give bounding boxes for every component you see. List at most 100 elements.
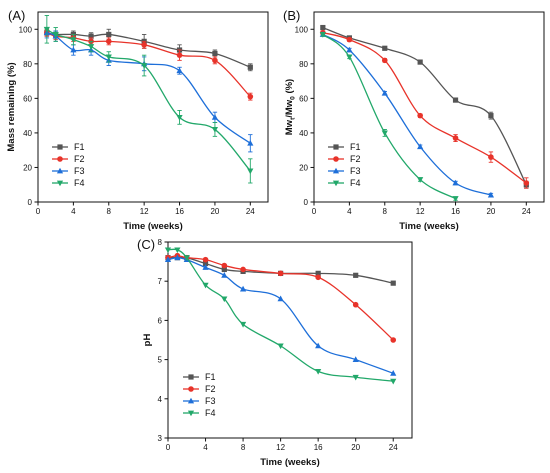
panel-a-series-f3-point bbox=[211, 114, 219, 120]
panel-b-series-f4-point bbox=[381, 130, 388, 137]
panel-a-legend-f3-label: F3 bbox=[74, 166, 85, 176]
panel-b-series-f1-point bbox=[417, 59, 423, 65]
panel-b-legend-f3-label: F3 bbox=[350, 166, 361, 176]
panel-b: (B) 0 4 8 12 16 20 24 0 20 40 60 80 100 F1 F2 F3 F4 Tim… bbox=[283, 8, 545, 232]
panel-c-ytick-label: 3 bbox=[158, 434, 163, 443]
panel-b-series-f3-point bbox=[346, 46, 353, 53]
panel-c-frame bbox=[167, 241, 413, 439]
panel-c-legend-f4-marker bbox=[187, 410, 195, 417]
panel-c-xtick-label: 12 bbox=[276, 443, 285, 452]
panel-c-series-f4-point bbox=[277, 343, 284, 350]
panel-b-series-f1-point bbox=[452, 97, 459, 103]
panel-b-frame bbox=[313, 11, 545, 203]
panel-c-series-f3-point bbox=[390, 370, 397, 376]
panel-c: (C) 0 4 8 12 16 20 24 3 4 5 6 7 8 F1 F2 F3 F4 Time (wee… bbox=[137, 237, 413, 468]
panel-b-xtick-label: 8 bbox=[383, 207, 388, 216]
panel-a-ytick-label: 80 bbox=[23, 60, 32, 69]
panel-c-series-f2-point bbox=[277, 270, 284, 277]
panel-a-xtick-label: 24 bbox=[246, 207, 255, 216]
panel-b-ytick-label: 100 bbox=[295, 25, 309, 34]
panel-b-series-f3-point bbox=[487, 191, 495, 198]
panel-a-series-f4-point bbox=[70, 37, 77, 43]
panel-b-legend-f3-marker bbox=[332, 167, 340, 174]
panel-a-series-f2-point bbox=[105, 38, 112, 45]
panel-a-series-f2-point bbox=[247, 93, 254, 100]
panel-a-series-f1-point bbox=[106, 31, 112, 38]
panel-a-xlabel: Time (weeks) bbox=[123, 221, 183, 232]
panel-b-label: (B) bbox=[283, 8, 300, 23]
panel-c-series-f4-point bbox=[221, 296, 228, 303]
panel-c-legend-f3-label: F3 bbox=[205, 396, 216, 406]
panel-c-xlabel: Time (weeks) bbox=[260, 457, 320, 468]
panel-c-xtick-label: 20 bbox=[351, 443, 360, 452]
panel-a-series-f1-point bbox=[247, 64, 253, 70]
panel-c-series-f3-point bbox=[174, 254, 181, 261]
panel-a-label: (A) bbox=[8, 8, 25, 23]
panel-a-series-f3-point bbox=[70, 46, 77, 53]
panel-b-legend-f1-label: F1 bbox=[350, 142, 361, 152]
panel-a-xtick-label: 16 bbox=[175, 207, 184, 216]
panel-c-legend-f1-marker bbox=[188, 374, 194, 380]
panel-c-series-f4-line bbox=[167, 248, 394, 382]
panel-c-series-f4-point bbox=[239, 321, 247, 328]
panel-c-series-f4-point bbox=[352, 374, 359, 381]
panel-c-series-f3-point bbox=[352, 356, 359, 362]
panel-b-xtick-label: 20 bbox=[486, 207, 495, 216]
panel-a-series-f2-point bbox=[212, 57, 218, 64]
panel-b-legend-f1-marker bbox=[333, 144, 339, 150]
panel-c-series-f4-point bbox=[174, 247, 181, 254]
panel-b-series-f3-point bbox=[452, 179, 459, 186]
panel-c-series-f1-point bbox=[353, 272, 359, 278]
panel-b-ytick-label: 80 bbox=[299, 60, 308, 69]
panel-c-series-f3-line bbox=[167, 257, 394, 374]
panel-b-series-f1-point bbox=[382, 45, 388, 51]
panel-b-ylabel-end: (%) bbox=[284, 79, 295, 96]
panel-b-series-f3-point bbox=[417, 143, 424, 150]
panel-c-legend-f4-label: F4 bbox=[205, 408, 216, 418]
panel-c-series-f3-point bbox=[239, 285, 247, 292]
panel-b-series-f4-point bbox=[346, 54, 353, 61]
panel-c-series-f1-point bbox=[315, 270, 321, 276]
panel-b-ylabel-main: Mw bbox=[284, 119, 295, 135]
panel-a-series-f3-point bbox=[176, 67, 183, 74]
panel-c-ytick-label: 4 bbox=[158, 395, 163, 404]
panel-a-legend-f1-label: F1 bbox=[74, 142, 85, 152]
panel-b-series-f2-point bbox=[452, 135, 459, 141]
panel-c-series-f4-point bbox=[202, 282, 209, 289]
panel-a-xtick-label: 12 bbox=[140, 207, 149, 216]
panel-c-ytick-label: 5 bbox=[158, 356, 163, 365]
panel-c-legend-f3-marker bbox=[187, 397, 195, 404]
panel-b-xtick-label: 0 bbox=[312, 207, 317, 216]
panel-c-series-f1-point bbox=[202, 260, 209, 267]
panel-b-ytick-label: 40 bbox=[299, 129, 308, 138]
panel-a-series-f3-line bbox=[46, 32, 251, 144]
panel-c-series-f2-point bbox=[202, 256, 209, 263]
panel-a-series-f1-point bbox=[212, 50, 218, 57]
panel-a-ytick-label: 0 bbox=[28, 198, 33, 207]
panel-a-frame bbox=[37, 11, 269, 203]
panel-c-series-f2-point bbox=[240, 266, 246, 273]
panel-b-series-f1-point bbox=[488, 113, 494, 119]
panel-b-ylabel-sub-t: t bbox=[290, 117, 297, 120]
panel-c-ylabel: pH bbox=[142, 334, 153, 347]
panel-a-legend-f1-marker bbox=[57, 144, 63, 150]
panel-b-series-f2-point bbox=[488, 154, 494, 160]
panel-b-ytick-label: 20 bbox=[299, 163, 308, 172]
panel-c-xtick-label: 0 bbox=[166, 443, 171, 452]
panel-a-legend-f3-marker bbox=[56, 167, 64, 174]
panel-a-series-f1-point bbox=[88, 33, 94, 39]
panel-b-series-f3-point bbox=[381, 89, 388, 96]
panel-b-ytick-label: 0 bbox=[304, 198, 309, 207]
panel-c-series-f4-point bbox=[164, 247, 172, 254]
panel-c-series-f2-point bbox=[390, 337, 397, 343]
panel-a-series-f4-point bbox=[52, 32, 59, 38]
panel-c-series-f2-line bbox=[167, 255, 394, 341]
panel-b-series-f1-point bbox=[320, 24, 326, 31]
panel-c-series-f3-point bbox=[315, 342, 322, 349]
panel-c-series-f4-point bbox=[315, 368, 322, 375]
panel-b-legend-f2-label: F2 bbox=[350, 154, 361, 164]
panel-a-ytick-label: 40 bbox=[23, 129, 32, 138]
panel-a-series-f2-point bbox=[176, 52, 183, 58]
panel-a-series-f4-point bbox=[87, 44, 95, 50]
